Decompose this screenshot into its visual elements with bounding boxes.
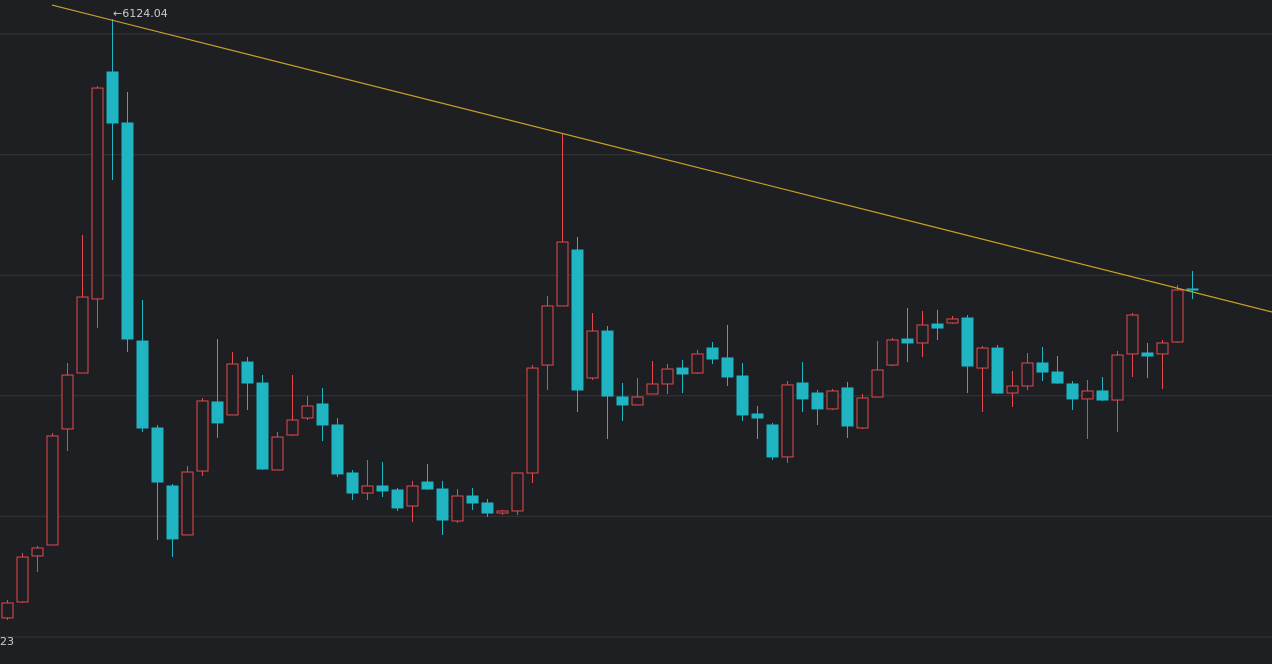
candle-body: [1141, 352, 1154, 357]
candle-body: [1006, 385, 1019, 394]
candle-body: [91, 87, 104, 300]
candle-body: [1021, 362, 1034, 387]
candle-body: [721, 357, 734, 378]
candle-body: [1096, 390, 1109, 401]
candle-body: [556, 241, 569, 307]
candle-body: [346, 472, 359, 494]
candle-body: [136, 340, 149, 429]
candle-body: [736, 375, 749, 416]
x-tick-label: 23: [0, 635, 14, 648]
candle-body: [601, 330, 614, 397]
candle-body: [631, 396, 644, 406]
candle-body: [931, 323, 944, 329]
candle-body: [181, 471, 194, 536]
candle-body: [1156, 342, 1169, 355]
candle-body: [916, 324, 929, 344]
candle-body: [1111, 354, 1124, 401]
candle-body: [1036, 362, 1049, 373]
candle-body: [241, 361, 254, 384]
candle-body: [256, 382, 269, 470]
candle-body: [121, 122, 134, 340]
candle-body: [886, 339, 899, 366]
candle-body: [571, 249, 584, 391]
candle-body: [1186, 288, 1199, 291]
high-label: ←6124.04: [113, 7, 168, 20]
candle-body: [466, 495, 479, 504]
candle-body: [901, 338, 914, 344]
candle-body: [766, 424, 779, 458]
candle-body: [1081, 390, 1094, 400]
candle-body: [961, 317, 974, 367]
candle-body: [61, 374, 74, 430]
candle-body: [361, 485, 374, 494]
candle-body: [1126, 314, 1139, 355]
candle-body: [976, 347, 989, 369]
candle-body: [1066, 383, 1079, 400]
candle-body: [991, 347, 1004, 394]
candle-body: [841, 387, 854, 427]
candle-body: [451, 495, 464, 522]
candle-body: [541, 305, 554, 366]
candle-body: [166, 485, 179, 540]
candle-body: [586, 330, 599, 379]
candle-body: [151, 427, 164, 483]
candle-body: [1051, 371, 1064, 384]
candle-body: [391, 489, 404, 509]
candle-body: [646, 383, 659, 395]
candle-body: [856, 397, 869, 429]
candle-body: [676, 367, 689, 375]
candle-body: [1, 602, 14, 619]
candle-body: [1171, 289, 1184, 343]
candle-body: [16, 556, 29, 603]
candle-body: [76, 296, 89, 374]
candle-body: [781, 384, 794, 458]
candle-body: [106, 71, 119, 124]
candle-body: [436, 488, 449, 521]
candle-body: [406, 485, 419, 507]
candle-body: [661, 368, 674, 385]
candle-body: [46, 435, 59, 546]
candle-body: [286, 419, 299, 436]
candle-body: [301, 405, 314, 419]
candle-body: [871, 369, 884, 398]
candle-body: [211, 401, 224, 424]
candle-body: [376, 485, 389, 492]
candle-body: [271, 436, 284, 471]
candle-body: [421, 481, 434, 490]
candle-body: [706, 347, 719, 360]
candle-body: [526, 367, 539, 474]
candle-body: [496, 510, 509, 514]
candle-body: [751, 413, 764, 419]
candle-body: [196, 400, 209, 472]
candle-body: [811, 392, 824, 410]
candle-body: [946, 318, 959, 324]
candle-body: [331, 424, 344, 475]
candle-body: [316, 403, 329, 426]
candle-body: [796, 382, 809, 400]
candle-body: [616, 396, 629, 406]
candle-body: [691, 353, 704, 374]
candle-body: [481, 502, 494, 514]
candle-body: [511, 472, 524, 512]
candle-body: [226, 363, 239, 416]
candle-body: [31, 547, 44, 557]
trend-line: [51, 4, 1272, 313]
candle-body: [826, 390, 839, 410]
